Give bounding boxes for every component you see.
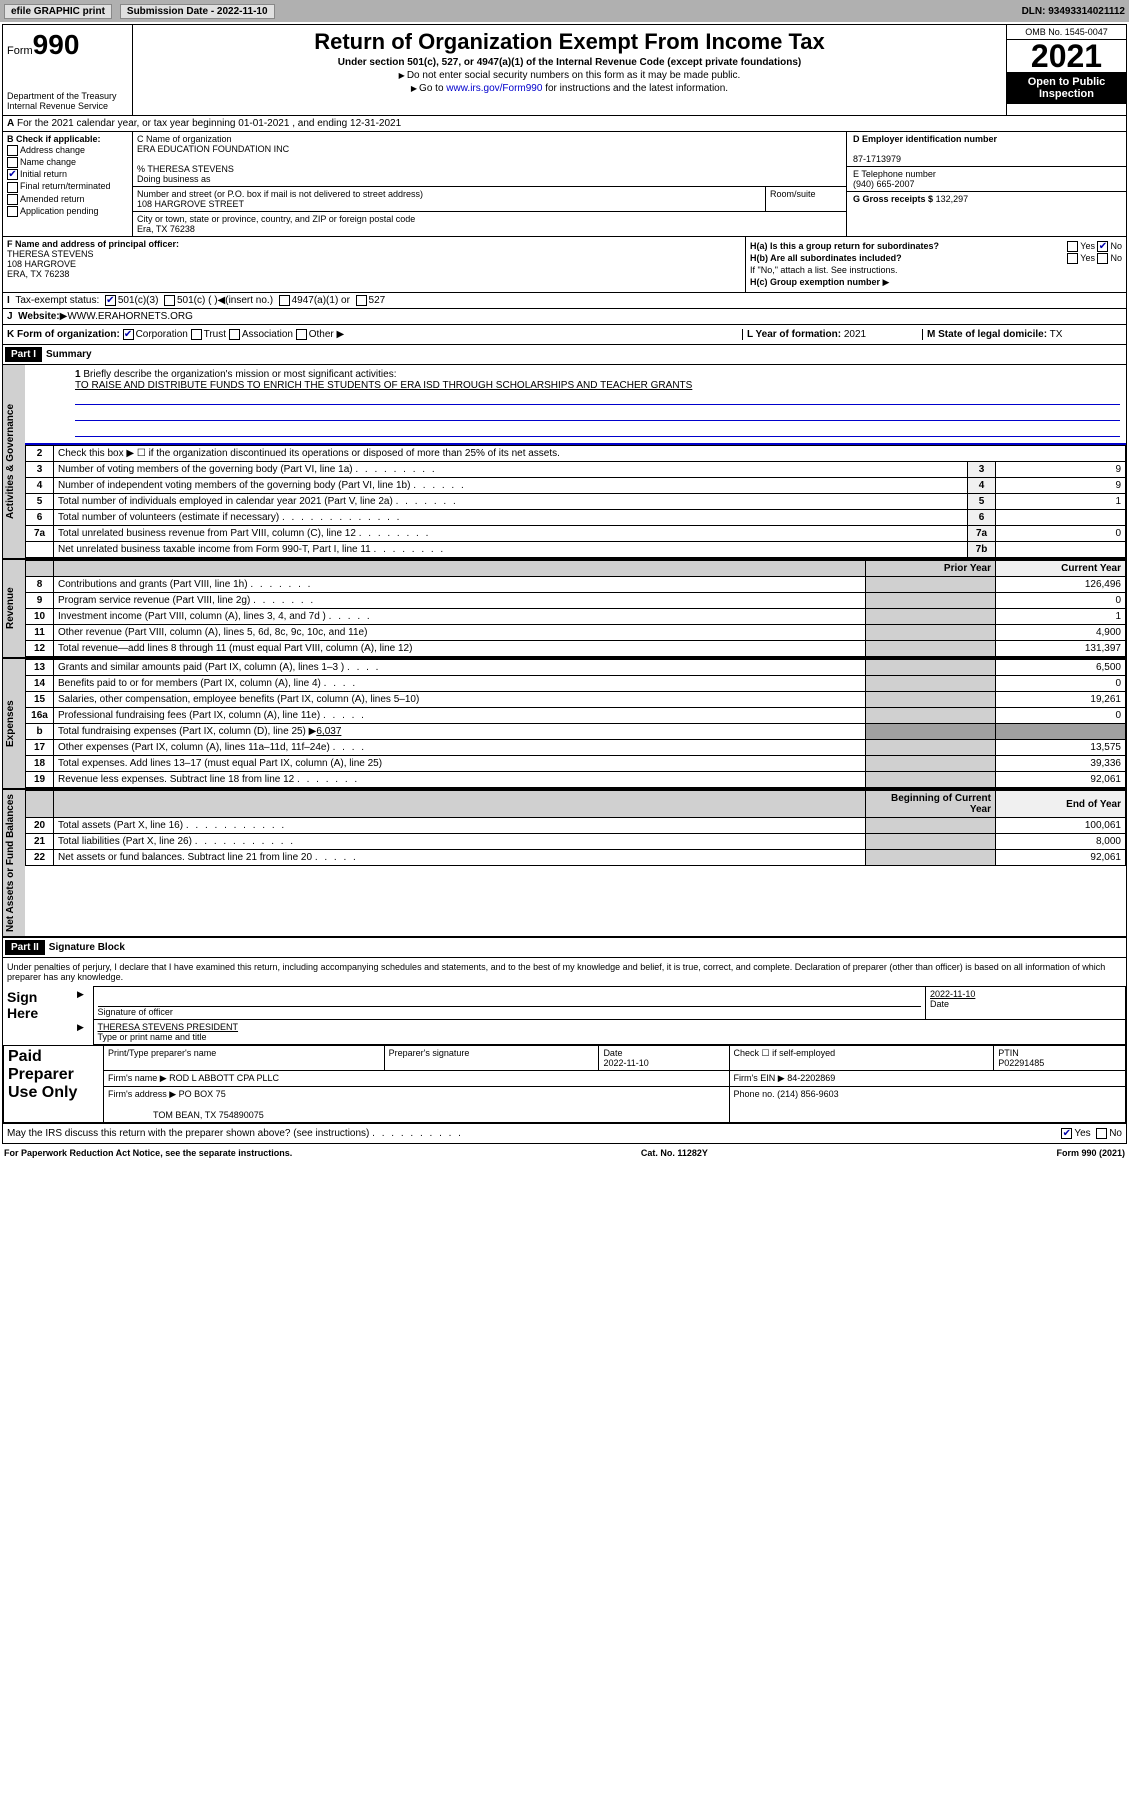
form-title: Return of Organization Exempt From Incom… <box>137 29 1002 55</box>
form-990: Form990 Department of the Treasury Inter… <box>2 24 1127 1144</box>
governance-section: Activities & Governance 1 Briefly descri… <box>3 365 1126 560</box>
netassets-section: Net Assets or Fund Balances Beginning of… <box>3 790 1126 938</box>
subtitle-1: Under section 501(c), 527, or 4947(a)(1)… <box>137 57 1002 68</box>
page-footer: For Paperwork Reduction Act Notice, see … <box>0 1146 1129 1160</box>
irs-label: Internal Revenue Service <box>7 101 128 111</box>
subdate-button[interactable]: Submission Date - 2022-11-10 <box>120 4 275 19</box>
irs-link[interactable]: www.irs.gov/Form990 <box>446 83 542 94</box>
line-j: J Website: ▶ WWW.ERAHORNETS.ORG <box>3 309 1126 325</box>
governance-label: Activities & Governance <box>3 365 25 558</box>
section-bcd: B Check if applicable: Address change Na… <box>3 132 1126 237</box>
top-bar: efile GRAPHIC print Submission Date - 20… <box>0 0 1129 22</box>
line-klm: K Form of organization: Corporation Trus… <box>3 325 1126 345</box>
sign-here-table: Sign Here ▶ Signature of officer 2022-11… <box>3 986 1126 1045</box>
netassets-label: Net Assets or Fund Balances <box>3 790 25 936</box>
dept-label: Department of the Treasury <box>7 91 128 101</box>
line-i: I Tax-exempt status: 501(c)(3) 501(c) ( … <box>3 293 1126 309</box>
penalty-text: Under penalties of perjury, I declare th… <box>3 958 1126 986</box>
open-public: Open to Public Inspection <box>1007 72 1126 104</box>
revenue-label: Revenue <box>3 560 25 657</box>
efile-button[interactable]: efile GRAPHIC print <box>4 4 112 19</box>
form-label: Form990 <box>7 29 128 61</box>
box-c: C Name of organizationERA EDUCATION FOUN… <box>133 132 846 236</box>
box-deg: D Employer identification number87-17139… <box>846 132 1126 236</box>
box-b: B Check if applicable: Address change Na… <box>3 132 133 236</box>
form-header: Form990 Department of the Treasury Inter… <box>3 25 1126 116</box>
discuss-line: May the IRS discuss this return with the… <box>3 1123 1126 1143</box>
expenses-section: Expenses 13Grants and similar amounts pa… <box>3 659 1126 790</box>
preparer-table: Paid Preparer Use Only Print/Type prepar… <box>3 1045 1126 1123</box>
expenses-label: Expenses <box>3 659 25 788</box>
subtitle-3: Go to www.irs.gov/Form990 for instructio… <box>137 83 1002 94</box>
part-i-header: Part ISummary <box>3 345 1126 365</box>
line-a: A For the 2021 calendar year, or tax yea… <box>3 116 1126 132</box>
revenue-section: Revenue Prior YearCurrent Year 8Contribu… <box>3 560 1126 659</box>
dln: DLN: 93493314021112 <box>1022 6 1125 17</box>
subtitle-2: Do not enter social security numbers on … <box>137 70 1002 81</box>
section-fh: F Name and address of principal officer:… <box>3 237 1126 293</box>
part-ii-header: Part IISignature Block <box>3 938 1126 958</box>
tax-year: 2021 <box>1007 40 1126 72</box>
